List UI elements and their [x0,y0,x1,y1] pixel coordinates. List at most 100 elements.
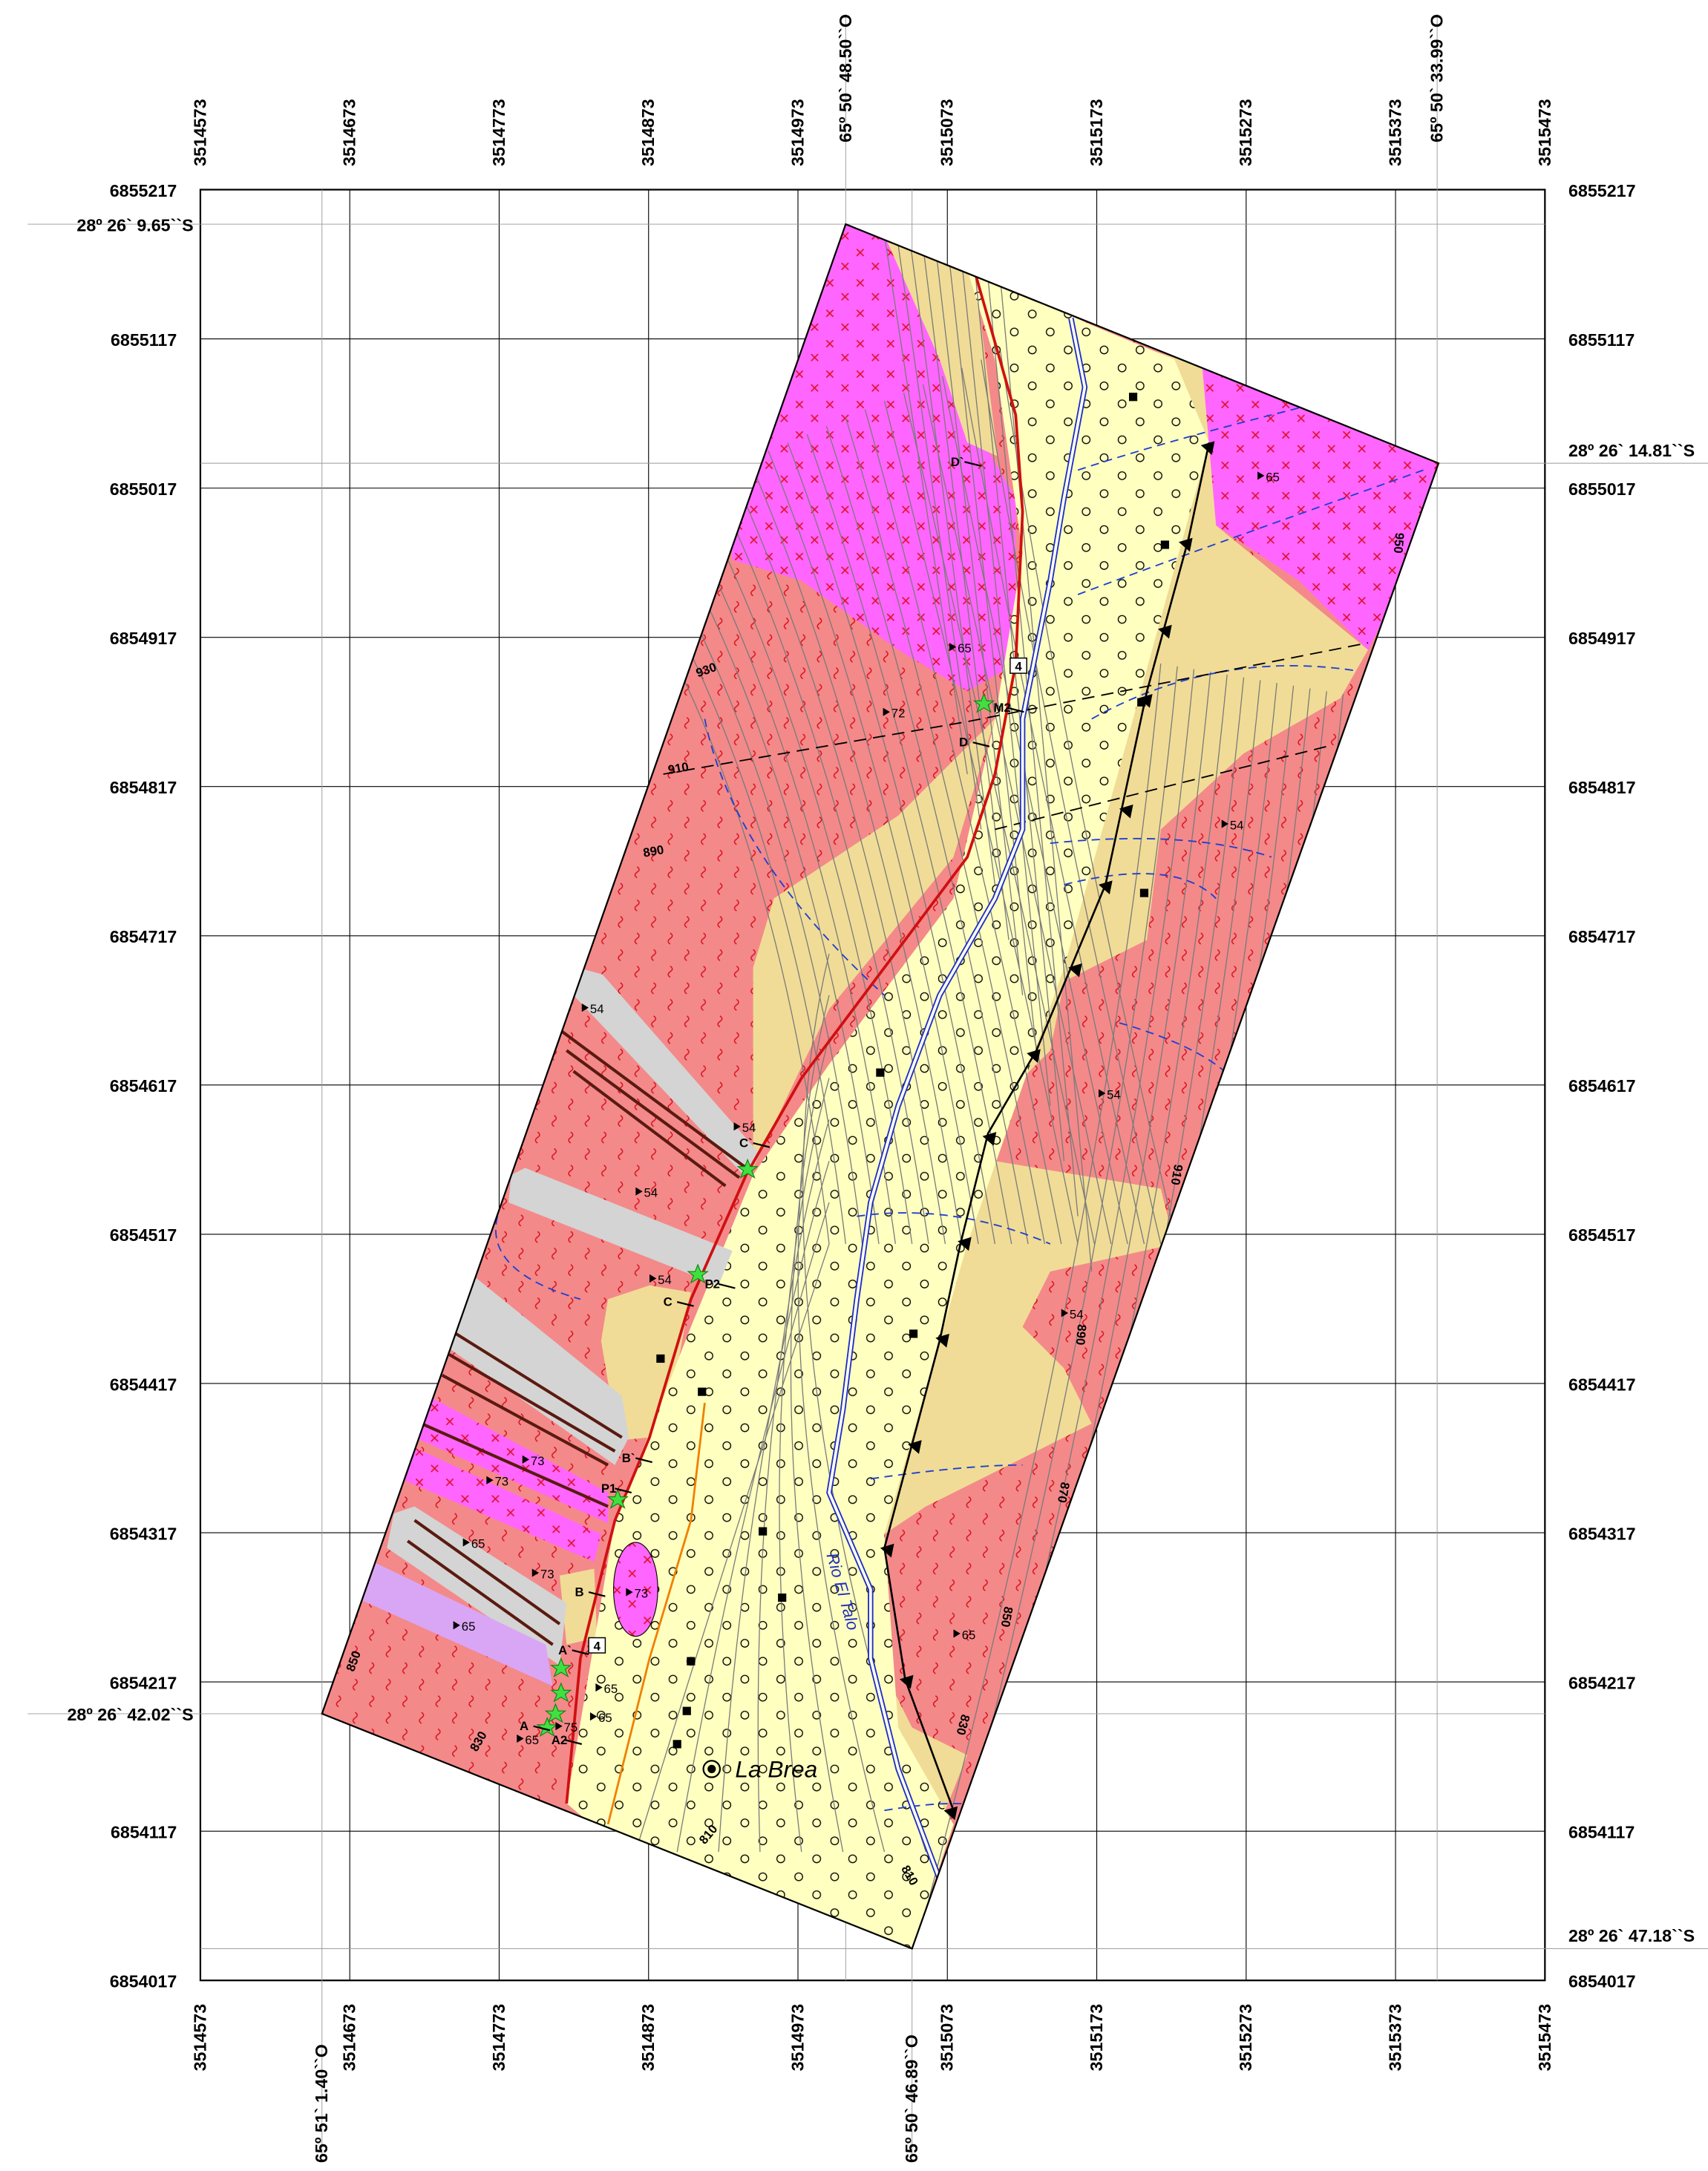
tooth [899,1674,914,1689]
map-outline [321,223,1440,1950]
box-label: 4 [594,1639,601,1653]
northing-label: 6855217 [110,181,177,200]
easting-label: 3514573 [190,2004,209,2072]
northing-label: 6854317 [1568,1524,1636,1543]
northing-label: 6854817 [110,778,177,797]
sample [1160,540,1169,549]
easting-label: 3514673 [340,99,359,166]
point-label: A` [558,1643,572,1657]
contour [883,401,1079,1245]
bed [441,1332,623,1467]
star [550,1682,572,1703]
contour [779,1078,830,1853]
section-tick [572,1649,589,1655]
contour [864,409,1062,1245]
contour [921,235,1010,940]
easting-label: 3514673 [340,2004,359,2072]
northing-label: 6854017 [1568,1972,1636,1991]
dip-label: 54 [1230,818,1244,832]
tooth [982,1132,997,1146]
northing-label: 6855017 [110,479,177,499]
box-symbol [1010,657,1027,674]
contour [946,235,1037,1051]
tan-unit [884,235,998,456]
sample-squares [656,393,1169,1749]
dip-symbol [1257,471,1265,480]
northing-label: 6854217 [110,1673,177,1692]
point-label: P1 [601,1481,617,1496]
sample [1137,698,1146,707]
northing-label: 6854917 [110,629,177,648]
tooth [1178,537,1193,552]
northing-label: 6854817 [1568,778,1636,797]
town-symbol [702,1760,722,1778]
dip-symbol [531,1568,540,1577]
northing-label: 6854317 [110,1524,177,1543]
point-label: B [575,1585,583,1599]
latitude-label: 28º 26` 47.18``S [1568,1926,1695,1945]
contour [790,1036,844,1853]
section-tick [533,1725,551,1732]
dip-symbol [462,1538,470,1547]
dip-symbol [733,1122,741,1131]
longitude-label: 65º 50` 48.50``O [836,14,855,143]
box-label: 4 [1015,659,1022,673]
northing-label: 6855117 [1568,330,1635,350]
northing-label: 6854617 [110,1076,177,1096]
point-label: A2 [552,1733,567,1747]
dip-label: 65 [604,1682,618,1696]
dip-symbol [626,1588,633,1597]
point-label: M2 [994,701,1011,715]
gray-unit [428,1278,629,1465]
hatched-beds [406,1028,747,1646]
contour [635,1243,830,1853]
geology [321,224,1439,1949]
contour [690,483,913,1245]
northing-label: 6854117 [111,1822,177,1841]
contour-label: 850 [998,1605,1016,1628]
northing-label: 6854917 [1568,629,1636,648]
sample [682,1706,691,1715]
point-label: B` [622,1451,635,1465]
contour-label: 890 [642,842,665,860]
contour [883,235,968,775]
easting-label: 3515273 [1236,99,1255,166]
northing-label: 6854617 [1568,1076,1636,1096]
contour [922,384,1112,1245]
tan-unit [601,1285,691,1441]
sample [876,1068,885,1077]
easting-label: 3515273 [1236,2004,1255,2072]
tooth [935,1333,949,1348]
tooth [1158,624,1172,639]
easting-label: 3514773 [489,99,508,166]
dip-symbol [635,1187,643,1196]
northing-label: 6854717 [110,927,177,946]
tooth [880,1543,894,1558]
tan-unit [857,318,1369,1824]
sample [778,1593,787,1602]
gray-unit [508,1168,733,1286]
longitude-label: 65º 51` 1.40``O [312,2044,331,2163]
section-tick [964,461,982,467]
sample [673,1740,681,1749]
northing-label: 6854417 [110,1375,177,1394]
star [606,1488,629,1509]
star [550,1657,572,1677]
contour [909,235,996,885]
dip-label: 54 [590,1002,604,1016]
dip-label: 73 [494,1475,508,1489]
stream [494,407,1424,1812]
contour-label: 910 [667,759,690,777]
contour [903,393,1096,1245]
dip-label: 72 [891,707,906,721]
tooth [1068,963,1082,978]
dip-label: 65 [962,1628,976,1642]
contour [748,459,963,1245]
tooth [943,1806,958,1821]
river-inner [828,318,1087,1880]
dip-label: 65 [958,641,972,655]
section-tick [676,1301,694,1307]
latitude-label: 28º 26` 42.02``S [67,1705,193,1724]
magenta-unit [613,1542,658,1637]
